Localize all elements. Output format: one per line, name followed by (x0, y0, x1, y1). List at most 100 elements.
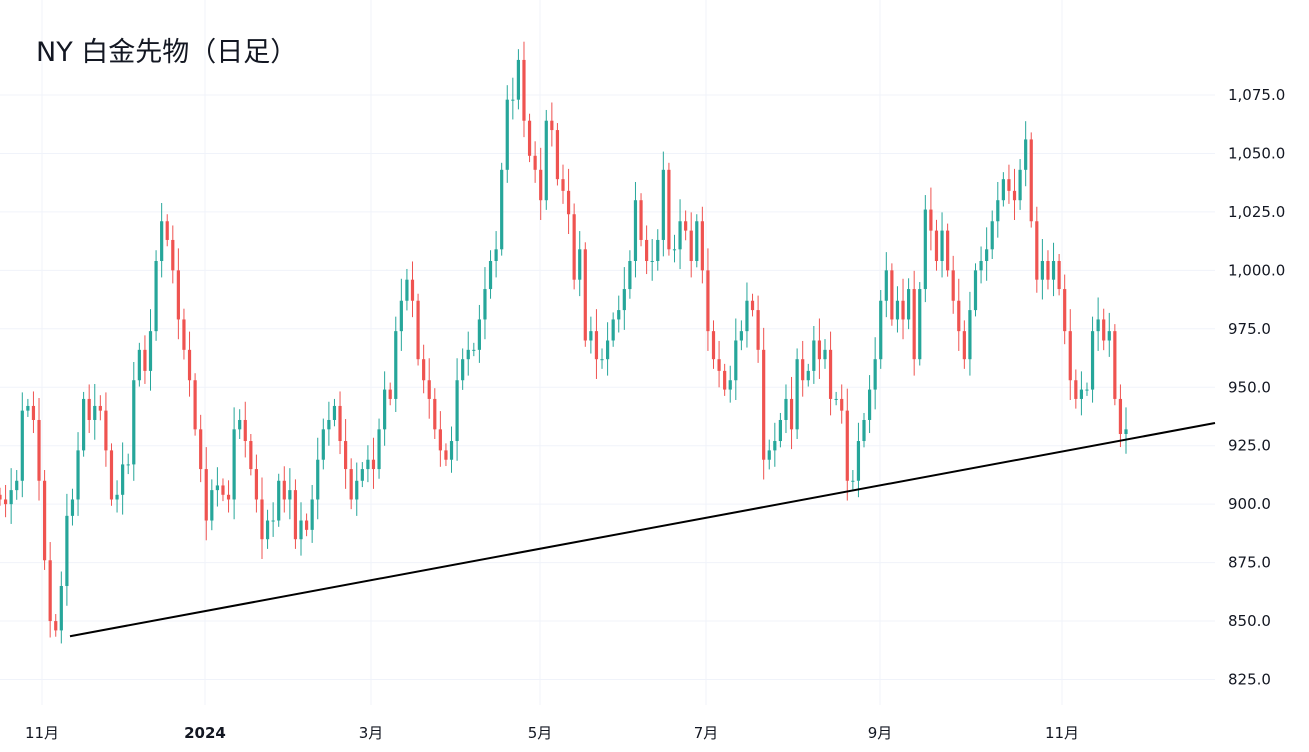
candle-body (87, 398, 91, 420)
candle-body (310, 499, 314, 530)
candle-body (505, 99, 509, 170)
candle-body (226, 494, 231, 500)
candle-body (723, 370, 727, 390)
candle-body (1063, 289, 1067, 332)
candle-body (1113, 331, 1117, 399)
y-tick-label: 825.0 (1228, 671, 1271, 689)
candle-body (494, 249, 498, 261)
candle-body (42, 480, 47, 561)
candle-body (678, 221, 682, 250)
candle-body (466, 349, 470, 360)
candle-body (260, 499, 264, 540)
candle-body (37, 419, 41, 481)
candle-body (1012, 190, 1017, 201)
candle-body (700, 221, 704, 271)
candle-body (1057, 260, 1061, 290)
candle-body (750, 300, 755, 311)
candle-body (661, 169, 665, 240)
candle-body (946, 230, 950, 271)
candle-body (550, 120, 554, 131)
candle-body (656, 239, 660, 261)
candle-body (773, 441, 777, 451)
candle-body (1107, 331, 1111, 341)
candle-body (438, 429, 442, 451)
candle-body (605, 340, 610, 360)
candle-body (383, 389, 387, 430)
x-tick-label: 3月 (359, 724, 384, 742)
candle-body (895, 300, 900, 320)
candle-body (321, 429, 325, 460)
candle-body (667, 169, 671, 250)
candle-body (1029, 139, 1033, 222)
candle-body (985, 249, 989, 261)
candle-body (232, 429, 236, 500)
candle-body (784, 398, 788, 420)
candle-body (739, 331, 743, 341)
candle-body (611, 319, 615, 341)
candle-body (762, 349, 766, 460)
candle-body (48, 560, 52, 622)
candle-body (243, 419, 247, 442)
y-tick-label: 975.0 (1228, 320, 1271, 338)
candle-body (672, 249, 677, 251)
candle-body (823, 349, 827, 360)
candle-body (767, 450, 771, 460)
candle-body (121, 464, 125, 495)
candle-body (416, 300, 420, 360)
candle-body (9, 490, 13, 505)
candle-body (143, 349, 147, 371)
candle-body (1085, 389, 1089, 391)
candle-body (93, 405, 97, 420)
y-tick-label: 1,050.0 (1228, 144, 1285, 162)
candle-body (918, 289, 922, 360)
candle-body (316, 459, 320, 500)
candle-body (388, 389, 392, 399)
candle-body (795, 359, 799, 430)
candle-body (461, 359, 465, 381)
candle-body (20, 410, 24, 481)
candle-body (204, 469, 208, 521)
candle-body (500, 169, 504, 250)
candle-body (137, 349, 141, 381)
candle-body (806, 370, 810, 381)
candle-body (745, 300, 749, 332)
candle-body (962, 331, 966, 360)
candle-body (349, 469, 353, 500)
candle-body (1007, 179, 1011, 191)
candle-body (271, 520, 275, 522)
candle-body (1024, 139, 1028, 170)
candle-body (182, 319, 186, 350)
chart-title: NY 白金先物（日足） (36, 37, 298, 68)
candle-body (366, 459, 370, 470)
candle-body (360, 469, 364, 481)
candle-body (293, 490, 298, 540)
candle-body (561, 179, 565, 191)
candle-body (639, 200, 643, 240)
candle-body (449, 441, 454, 460)
candle-body (355, 480, 359, 500)
trendline (69, 422, 1216, 638)
candle-body (695, 221, 699, 261)
candle-body (70, 499, 75, 516)
candle-body (973, 270, 978, 311)
candle-body (645, 239, 649, 261)
candle-body (555, 130, 560, 180)
candle-body (377, 429, 381, 470)
candle-body (1001, 179, 1005, 201)
candle-body (572, 214, 576, 280)
candle-body (778, 419, 782, 442)
candle-body (873, 359, 877, 390)
candle-body (879, 300, 883, 360)
candle-body (594, 331, 599, 360)
candle-body (171, 239, 175, 271)
candle-body (589, 331, 593, 341)
candle-body (76, 450, 80, 500)
candle-body (54, 621, 58, 631)
candle-body (31, 405, 36, 420)
candle-body (154, 260, 158, 332)
candle-body (728, 380, 732, 390)
candle-body (533, 155, 537, 170)
candle-body (238, 419, 242, 430)
candle-body (539, 169, 543, 201)
